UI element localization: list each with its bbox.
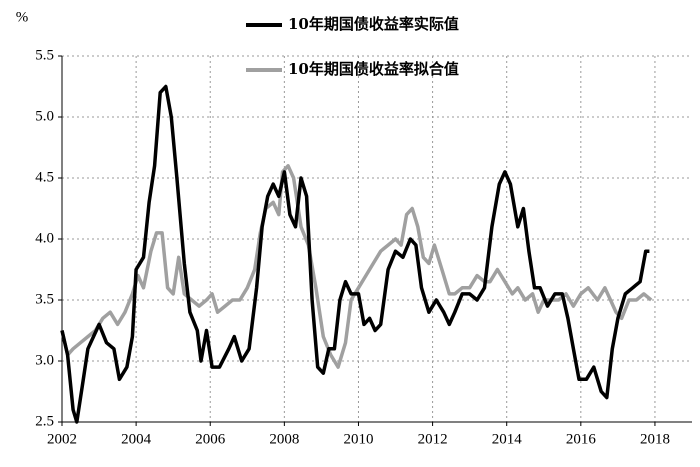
x-tick-label: 2014 [492, 431, 523, 447]
y-tick-label: 3.0 [35, 352, 54, 368]
x-tick-label: 2012 [418, 431, 448, 447]
y-axis-label: % [16, 9, 29, 25]
y-tick-label: 5.0 [35, 108, 54, 124]
series-line [60, 84, 650, 424]
y-tick-label: 5.5 [35, 47, 54, 63]
y-tick-label: 3.5 [35, 291, 54, 307]
x-tick-label: 2008 [269, 431, 299, 447]
legend-label: 10年期国债收益率实际值 [288, 15, 459, 33]
x-tick-label: 2016 [566, 431, 597, 447]
x-tick-label: 2006 [195, 431, 226, 447]
x-tick-label: 2004 [121, 431, 152, 447]
x-tick-label: 2010 [343, 431, 373, 447]
x-tick-label: 2018 [640, 431, 670, 447]
y-tick-label: 4.5 [35, 169, 54, 185]
legend-label: 10年期国债收益率拟合值 [288, 60, 459, 78]
x-tick-label: 2002 [47, 431, 77, 447]
y-tick-label: 2.5 [35, 413, 54, 429]
y-tick-label: 4.0 [35, 230, 54, 246]
